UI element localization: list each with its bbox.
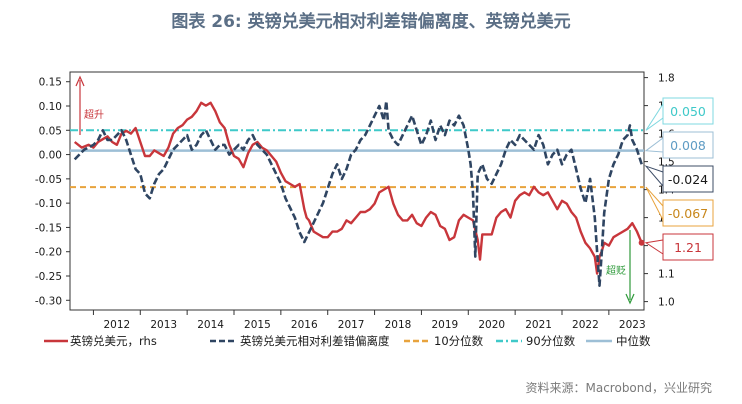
callout-value: 0.008 — [670, 138, 706, 153]
x-tick-label: 2013 — [150, 319, 177, 331]
x-tick-label: 2012 — [103, 319, 130, 331]
left-tick-label: -0.25 — [35, 271, 62, 283]
callout-pointer — [645, 102, 664, 131]
callout-box — [662, 199, 714, 227]
callout-box — [662, 233, 714, 261]
depreciation-label: 超贬 — [606, 264, 626, 277]
callout-box — [662, 165, 714, 193]
callout-value: 1.21 — [674, 240, 702, 255]
x-tick-label: 2021 — [525, 319, 552, 331]
right-tick-label: 1.0 — [658, 297, 675, 309]
callout-box — [662, 97, 714, 125]
left-tick-label: 0.10 — [39, 101, 62, 113]
x-tick-label: 2014 — [197, 319, 224, 331]
plot-area: 0.15 0.10 0.05 0.00 -0.05 -0.10 -0.15 -0.20 -0.2… — [35, 71, 714, 331]
left-tick-label: -0.05 — [35, 174, 62, 186]
chart-title: 图表 26: 英镑兑美元相对利差错偏离度、英镑兑美元 — [171, 11, 570, 32]
legend-label: 英镑兑美元相对利差错偏离度 — [240, 334, 390, 348]
callout-pointer — [644, 137, 664, 153]
appreciation-arrow-head — [75, 75, 85, 87]
left-tick-label: -0.15 — [35, 222, 62, 234]
left-tick-label: 0.00 — [39, 150, 62, 162]
depreciation-arrow-head — [625, 293, 635, 305]
legend-label: 中位数 — [616, 334, 651, 348]
left-tick-label: -0.30 — [35, 295, 62, 307]
x-tick-label: 2018 — [385, 319, 412, 331]
callout-pointer — [644, 239, 664, 255]
callout-value: 0.050 — [670, 104, 706, 119]
legend-label: 90分位数 — [526, 334, 576, 348]
legend-label: 10分位数 — [434, 334, 484, 348]
right-tick-label: 1.1 — [658, 269, 675, 281]
source-note: 资料来源：Macrobond，兴业研究 — [526, 380, 713, 395]
appreciation-label: 超升 — [84, 108, 104, 121]
series-end-point — [638, 239, 645, 246]
legend-label: 英镑兑美元，rhs — [70, 334, 157, 348]
x-tick-label: 2019 — [431, 319, 458, 331]
x-tick-label: 2015 — [244, 319, 271, 331]
callout-pointer — [644, 165, 664, 188]
left-tick-label: -0.10 — [35, 198, 62, 210]
x-tick-label: 2017 — [338, 319, 365, 331]
x-tick-label: 2023 — [619, 319, 646, 331]
series-line-0 — [73, 101, 643, 275]
x-tick-label: 2022 — [572, 319, 599, 331]
series-line-1 — [73, 99, 643, 287]
plot-frame — [69, 71, 645, 311]
callout-value: -0.024 — [668, 172, 708, 187]
callout-value: -0.067 — [668, 206, 708, 221]
callout-box — [662, 131, 714, 159]
x-tick-label: 2020 — [478, 319, 505, 331]
legend: 英镑兑美元，rhs 英镑兑美元相对利差错偏离度 10分位数 90分位数 中位数 — [44, 334, 651, 348]
right-tick-label: 1.8 — [658, 73, 675, 85]
x-tick-label: 2016 — [291, 319, 318, 331]
left-tick-label: -0.20 — [35, 247, 62, 259]
left-tick-label: 0.05 — [39, 125, 62, 137]
left-tick-label: 0.15 — [39, 77, 62, 89]
